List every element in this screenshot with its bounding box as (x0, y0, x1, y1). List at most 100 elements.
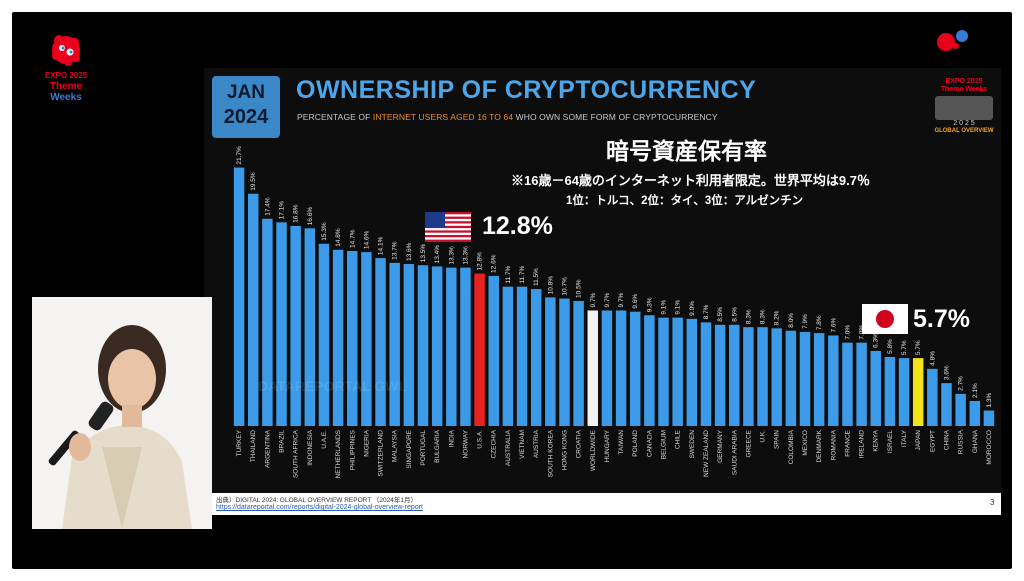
value-label: 5.7% (901, 340, 908, 355)
global-overview-logo: EXPO 2025 Theme Weeks 2 0 2 5 GLOBAL OVE… (932, 78, 996, 138)
bar-south-africa (290, 225, 301, 426)
value-label: 13.3% (448, 246, 455, 265)
bar-egypt (927, 368, 938, 426)
category-label: HONG KONG (561, 430, 568, 470)
category-label: CZECHIA (491, 429, 498, 458)
category-label: EGYPT (929, 430, 936, 452)
value-label: 2.7% (958, 376, 965, 391)
bar-ghana (969, 400, 981, 426)
category-label: VIETNAM (519, 430, 526, 459)
category-label: SPAIN (774, 430, 781, 449)
subtitle-part-3: WHO OWN SOME FORM OF CRYPTOCURRENCY (513, 112, 718, 122)
bar-poland (629, 311, 641, 426)
bar-brazil (276, 222, 287, 426)
category-label: ISRAEL (887, 430, 894, 454)
category-label: POLAND (632, 430, 639, 457)
japanese-note-average: ※16歳－64歳のインターネット利用者限定。世界平均は9.7％ (511, 173, 870, 188)
value-label: 2.1% (972, 383, 979, 398)
bar-mexico (799, 331, 811, 426)
category-label: TAIWAN (618, 430, 625, 455)
category-label: MALAYSIA (392, 429, 399, 462)
value-label: 14.8% (335, 228, 342, 247)
bar-south-korea (545, 297, 556, 426)
value-label: 8.2% (774, 310, 781, 325)
bar-switzerland (375, 258, 386, 426)
value-label: 9.1% (675, 300, 682, 315)
us-flag-icon (425, 212, 471, 242)
bar-greece (743, 327, 754, 426)
category-label: HUNGARY (604, 429, 611, 462)
expo-logo-right (932, 28, 992, 57)
bar-turkey (233, 167, 245, 426)
expo-emblem-small-icon (937, 30, 968, 51)
page-number: 3 (990, 498, 995, 507)
subtitle-part-1: PERCENTAGE OF (297, 112, 373, 122)
value-label: 8.5% (717, 307, 724, 322)
value-label: 1.3% (986, 392, 993, 407)
bar-worldwide (587, 310, 599, 426)
value-label: 6.3% (873, 333, 880, 348)
category-label: TURKEY (236, 429, 243, 456)
bar-new-zealand (700, 322, 712, 426)
category-label: FRANCE (844, 429, 851, 456)
bar-spain (771, 328, 782, 426)
category-label: INDONESIA (307, 429, 314, 465)
category-label: KENYA (873, 429, 880, 451)
value-label: 9.6% (632, 294, 639, 309)
bar-australia (502, 286, 514, 426)
value-label: 13.4% (434, 245, 441, 264)
bar-germany (714, 324, 726, 426)
value-label: 10.7% (561, 277, 568, 296)
bar-denmark (813, 333, 825, 426)
bar-canada (644, 315, 655, 426)
bar-israel (884, 356, 896, 426)
us-callout-value: 12.8% (482, 212, 553, 240)
japanese-note-ranking: 1位：トルコ、2位：タイ、3位：アルゼンチン (566, 195, 804, 207)
category-label: COLOMBIA (788, 429, 795, 464)
value-label: 9.7% (604, 292, 611, 307)
bar-romania (828, 335, 839, 426)
subtitle-highlight: INTERNET USERS AGED 16 TO 64 (372, 112, 514, 122)
category-label: PORTUGAL (420, 430, 427, 466)
value-label: 13.7% (392, 241, 399, 260)
category-label: MOROCCO (986, 430, 993, 465)
category-label: SOUTH KOREA (547, 429, 554, 477)
value-label: 10.5% (576, 279, 583, 298)
speaker-video (32, 297, 212, 529)
value-label: 9.3% (646, 297, 653, 312)
value-label: 13.3% (462, 246, 469, 265)
slide-title: OWNERSHIP OF CRYPTOCURRENCY (296, 76, 757, 104)
category-label: U.K. (760, 430, 767, 443)
bar-portugal (417, 265, 429, 426)
bar-france (842, 342, 853, 426)
bar-saudi-arabia (729, 324, 740, 426)
bar-indonesia (304, 228, 316, 426)
category-label: SAUDI ARABIA (731, 429, 738, 475)
bar-hungary (601, 310, 613, 426)
bar-malaysia (389, 262, 400, 426)
category-label: SOUTH AFRICA (293, 429, 300, 478)
value-label: 8.7% (703, 304, 710, 319)
value-label: 12.6% (491, 254, 498, 273)
value-label: 21.7% (236, 146, 243, 165)
source-link[interactable]: https://datareportal.com/reports/digital… (216, 504, 423, 511)
value-label: 14.1% (378, 236, 385, 255)
go-year-label: 2 0 2 5 (953, 120, 975, 127)
category-label: GHANA (972, 429, 979, 453)
go-overview-label: GLOBAL OVERVIEW (934, 128, 994, 134)
value-label: 10.8% (547, 276, 554, 295)
value-label: 8.5% (731, 307, 738, 322)
value-label: 7.9% (802, 314, 809, 329)
go-expo-label: EXPO 2025 (945, 78, 983, 85)
value-label: 15.3% (321, 222, 328, 241)
bar-chile (672, 317, 683, 426)
bar-morocco (983, 410, 995, 426)
bar-colombia (785, 330, 797, 426)
bar-italy (898, 358, 910, 426)
value-label: 9.7% (590, 292, 597, 307)
category-label: WORLDWIDE (590, 429, 597, 471)
bar-u-k (757, 327, 768, 426)
bar-nigeria (361, 252, 372, 426)
value-label: 9.7% (618, 292, 625, 307)
bar-bulgaria (431, 266, 443, 426)
